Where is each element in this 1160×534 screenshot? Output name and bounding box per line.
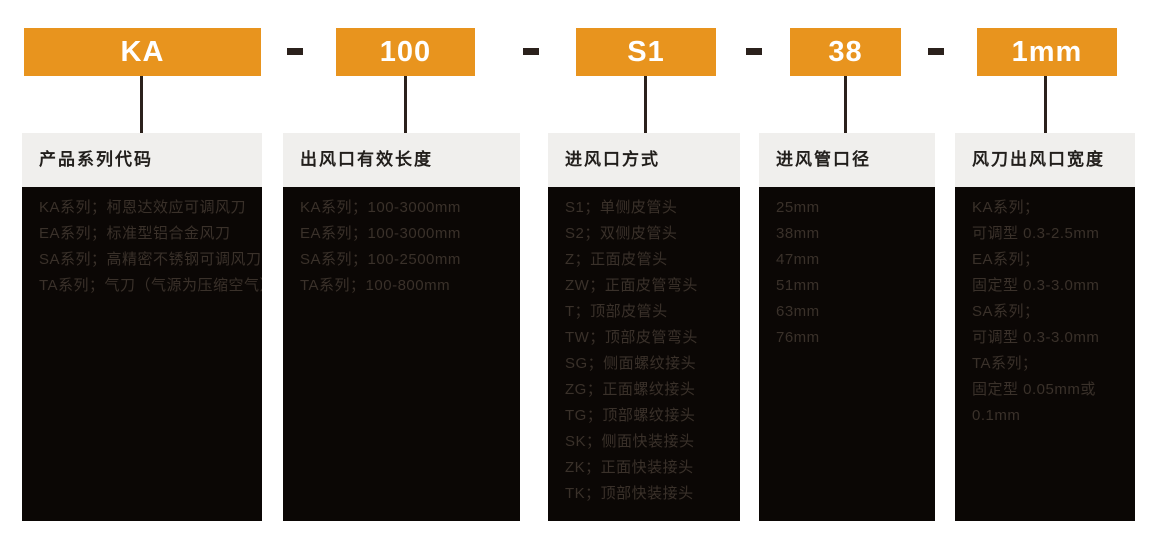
panel-body: KA系列；100-3000mm EA系列；100-3000mm SA系列；100…: [283, 187, 520, 521]
panel-title: 产品系列代码: [22, 133, 262, 187]
panel-body: KA系列；柯恩达效应可调风刀 EA系列；标准型铝合金风刀 SA系列；高精密不锈钢…: [22, 187, 262, 521]
panel-item: EA系列；: [972, 251, 1040, 268]
panel-item: ZK；正面快装接头: [565, 459, 694, 476]
code-segment-gap: 1mm: [977, 28, 1117, 76]
panel-inlet-type: 进风口方式 S1；单侧皮管头 S2；双侧皮管头 Z；正面皮管头 ZW；正面皮管弯…: [548, 133, 740, 521]
connector-line: [644, 76, 647, 133]
panel-item: SA系列；: [972, 303, 1040, 320]
panel-body: 25mm 38mm 47mm 51mm 63mm 76mm: [759, 187, 935, 521]
panel-item: KA系列；100-3000mm: [300, 199, 461, 216]
panel-item: SA系列；高精密不锈钢可调风刀: [39, 251, 262, 268]
panel-item: S1；单侧皮管头: [565, 199, 678, 216]
panel-item: 可调型 0.3-3.0mm: [972, 329, 1100, 346]
panel-item: TW；顶部皮管弯头: [565, 329, 698, 346]
separator-dash: [928, 48, 944, 55]
panel-item: T；顶部皮管头: [565, 303, 668, 320]
panel-pipe-diameter: 进风管口径 25mm 38mm 47mm 51mm 63mm 76mm: [759, 133, 935, 521]
code-segment-series: KA: [24, 28, 261, 76]
separator-dash: [287, 48, 303, 55]
panel-item: TK；顶部快装接头: [565, 485, 694, 502]
panel-product-series: 产品系列代码 KA系列；柯恩达效应可调风刀 EA系列；标准型铝合金风刀 SA系列…: [22, 133, 262, 521]
panel-item: 38mm: [776, 225, 820, 242]
panel-item: SA系列；100-2500mm: [300, 251, 461, 268]
separator-dash: [746, 48, 762, 55]
panel-title: 进风口方式: [548, 133, 740, 187]
panel-item: EA系列；100-3000mm: [300, 225, 461, 242]
panel-item: SG；侧面螺纹接头: [565, 355, 697, 372]
panel-item: EA系列；标准型铝合金风刀: [39, 225, 231, 242]
panel-item: KA系列；柯恩达效应可调风刀: [39, 199, 247, 216]
panel-title: 进风管口径: [759, 133, 935, 187]
panel-item: 63mm: [776, 303, 820, 320]
panel-item: 25mm: [776, 199, 820, 216]
panel-item: ZG；正面螺纹接头: [565, 381, 696, 398]
panel-outlet-gap-width: 风刀出风口宽度 KA系列； 可调型 0.3-2.5mm EA系列； 固定型 0.…: [955, 133, 1135, 521]
panel-item: 固定型 0.05mm或: [972, 381, 1096, 398]
panel-item: SK；侧面快装接头: [565, 433, 695, 450]
panel-item: 0.1mm: [972, 407, 1021, 424]
panel-title: 出风口有效长度: [283, 133, 520, 187]
panel-item: 可调型 0.3-2.5mm: [972, 225, 1100, 242]
code-segment-inlet: S1: [576, 28, 716, 76]
panel-outlet-length: 出风口有效长度 KA系列；100-3000mm EA系列；100-3000mm …: [283, 133, 520, 521]
panel-item: 51mm: [776, 277, 820, 294]
panel-item: TG；顶部螺纹接头: [565, 407, 696, 424]
panel-item: KA系列；: [972, 199, 1040, 216]
panel-item: Z；正面皮管头: [565, 251, 668, 268]
connector-line: [1044, 76, 1047, 133]
panel-item: 固定型 0.3-3.0mm: [972, 277, 1100, 294]
connector-line: [404, 76, 407, 133]
panel-item: TA系列；100-800mm: [300, 277, 451, 294]
code-segment-length: 100: [336, 28, 475, 76]
panel-item: S2；双侧皮管头: [565, 225, 678, 242]
panel-item: 76mm: [776, 329, 820, 346]
connector-line: [140, 76, 143, 133]
code-segment-diameter: 38: [790, 28, 901, 76]
panel-title: 风刀出风口宽度: [955, 133, 1135, 187]
panel-item: TA系列；气刀（气源为压缩空气）: [39, 277, 262, 294]
panel-item: 47mm: [776, 251, 820, 268]
panel-body: KA系列； 可调型 0.3-2.5mm EA系列； 固定型 0.3-3.0mm …: [955, 187, 1135, 521]
connector-line: [844, 76, 847, 133]
separator-dash: [523, 48, 539, 55]
panel-body: S1；单侧皮管头 S2；双侧皮管头 Z；正面皮管头 ZW；正面皮管弯头 T；顶部…: [548, 187, 740, 521]
panel-item: TA系列；: [972, 355, 1038, 372]
panel-item: ZW；正面皮管弯头: [565, 277, 698, 294]
